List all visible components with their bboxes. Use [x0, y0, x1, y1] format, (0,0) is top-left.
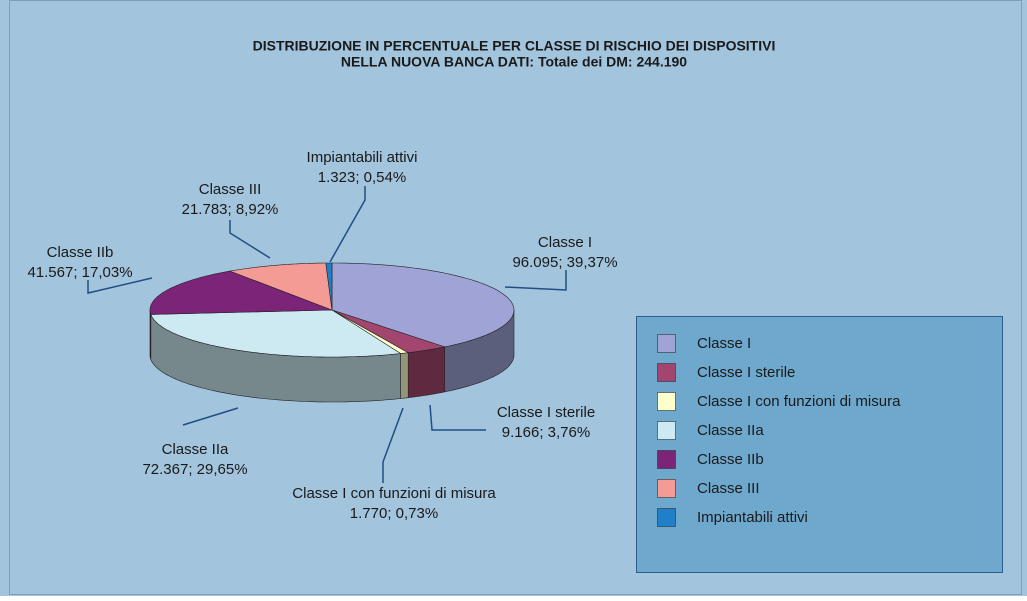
value-label: 41.567; 17,03% [27, 264, 132, 281]
slice-label: Classe IIb [47, 244, 114, 261]
value-label: 72.367; 29,65% [142, 461, 247, 478]
frame [9, 0, 1022, 595]
legend-swatch [657, 479, 676, 498]
legend-label: Impiantabili attivi [697, 509, 808, 526]
slice-label: Classe I con funzioni di misura [292, 485, 496, 502]
slice-side [407, 346, 445, 399]
legend-label: Classe I sterile [697, 364, 795, 381]
legend-label: Classe I con funzioni di misura [697, 393, 901, 410]
slice-side [149, 310, 152, 360]
legend-label: Classe III [697, 480, 760, 497]
leader-line [87, 277, 153, 294]
legend-label: Classe IIa [697, 422, 764, 439]
legend-swatch [657, 363, 676, 382]
slice [331, 309, 446, 354]
legend-box [636, 316, 1003, 573]
slice [228, 262, 333, 311]
leader-line [504, 270, 567, 291]
slice-side [400, 352, 409, 399]
legend-swatch [657, 421, 676, 440]
legend-swatch [657, 450, 676, 469]
leader-line [329, 186, 366, 263]
leader-line [382, 407, 404, 483]
slice [331, 309, 410, 354]
slice-label: Classe I sterile [497, 404, 595, 421]
slice [150, 309, 402, 358]
chart-title: DISTRIBUZIONE IN PERCENTUALE PER CLASSE … [253, 38, 776, 54]
slice-label: Classe I [538, 234, 592, 251]
legend-label: Classe I [697, 335, 751, 352]
legend-swatch [657, 334, 676, 353]
value-label: 1.323; 0,54% [318, 169, 406, 186]
slice-label: Impiantabili attivi [307, 149, 418, 166]
leader-line [229, 220, 271, 259]
legend-label: Classe IIb [697, 451, 764, 468]
value-label: 21.783; 8,92% [182, 201, 279, 218]
chart-title: NELLA NUOVA BANCA DATI: Totale dei DM: 2… [341, 54, 687, 70]
leader-line [182, 407, 239, 426]
slice [331, 262, 515, 348]
value-label: 9.166; 3,76% [502, 424, 590, 441]
legend-swatch [657, 508, 676, 527]
slice [149, 270, 333, 315]
slice-label: Classe III [199, 181, 262, 198]
leader-line [429, 404, 486, 431]
slice [325, 262, 333, 311]
legend-swatch [657, 392, 676, 411]
value-label: 96.095; 39,37% [512, 254, 617, 271]
slice-label: Classe IIa [162, 441, 229, 458]
value-label: 1.770; 0,73% [350, 505, 438, 522]
